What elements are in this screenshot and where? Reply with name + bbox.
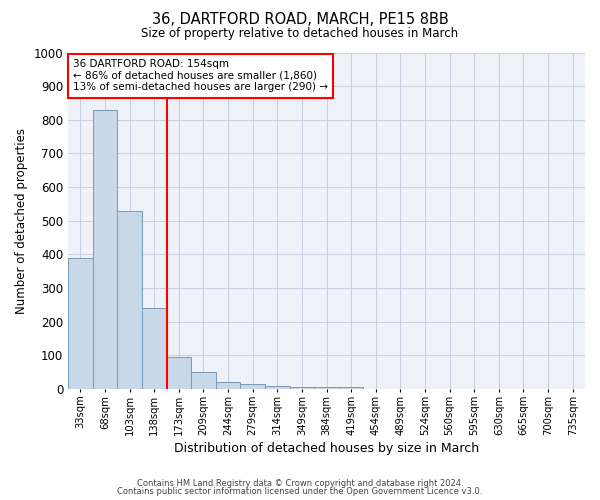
Bar: [241, 384, 265, 389]
Text: Contains public sector information licensed under the Open Government Licence v3: Contains public sector information licen…: [118, 488, 482, 496]
Bar: [167, 357, 191, 389]
Bar: [339, 387, 364, 389]
Bar: [290, 387, 314, 389]
Bar: [117, 210, 142, 389]
Y-axis label: Number of detached properties: Number of detached properties: [15, 128, 28, 314]
Text: Size of property relative to detached houses in March: Size of property relative to detached ho…: [142, 28, 458, 40]
Text: Contains HM Land Registry data © Crown copyright and database right 2024.: Contains HM Land Registry data © Crown c…: [137, 478, 463, 488]
Bar: [265, 386, 290, 389]
Bar: [216, 382, 241, 389]
Bar: [314, 387, 339, 389]
Text: 36, DARTFORD ROAD, MARCH, PE15 8BB: 36, DARTFORD ROAD, MARCH, PE15 8BB: [152, 12, 448, 28]
Bar: [142, 308, 167, 389]
Text: 36 DARTFORD ROAD: 154sqm
← 86% of detached houses are smaller (1,860)
13% of sem: 36 DARTFORD ROAD: 154sqm ← 86% of detach…: [73, 59, 328, 92]
Bar: [92, 110, 117, 389]
Bar: [191, 372, 216, 389]
X-axis label: Distribution of detached houses by size in March: Distribution of detached houses by size …: [174, 442, 479, 455]
Bar: [68, 258, 92, 389]
